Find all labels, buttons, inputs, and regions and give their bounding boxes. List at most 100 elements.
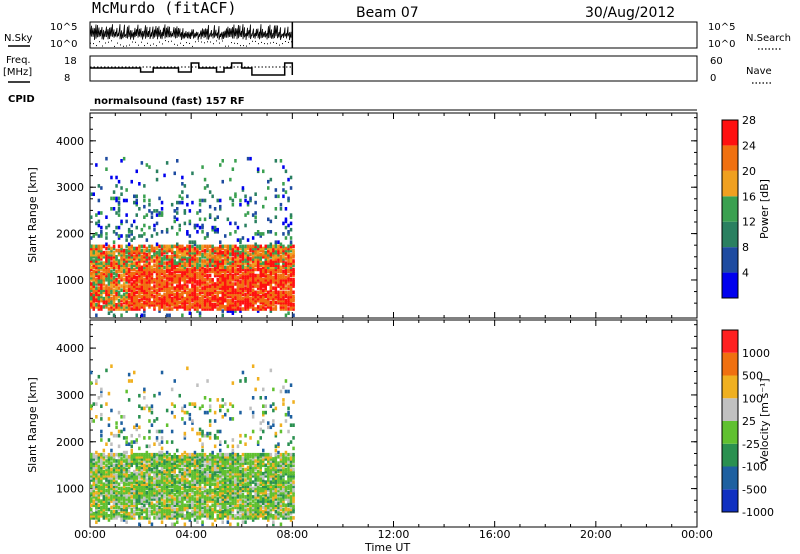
heatmap-cell bbox=[249, 476, 252, 480]
heatmap-cell bbox=[97, 261, 101, 265]
heatmap-cell bbox=[100, 457, 103, 461]
heatmap-cell bbox=[267, 488, 270, 493]
heatmap-cell bbox=[173, 278, 176, 282]
heatmap-cell bbox=[155, 480, 159, 484]
heatmap-cell bbox=[125, 490, 128, 495]
heatmap-cell bbox=[170, 290, 174, 295]
heatmap-cell bbox=[117, 497, 121, 501]
heatmap-cell bbox=[208, 497, 212, 501]
heatmap-cell bbox=[287, 286, 290, 290]
heatmap-cell bbox=[168, 514, 171, 518]
heatmap-cell bbox=[259, 461, 262, 465]
heatmap-cell bbox=[168, 273, 171, 278]
heatmap-cell bbox=[249, 280, 252, 284]
heatmap-cell bbox=[254, 252, 257, 257]
heatmap-cell bbox=[95, 280, 98, 284]
heatmap-cell bbox=[138, 207, 141, 211]
heatmap-cell bbox=[90, 275, 93, 280]
heatmap-cell bbox=[229, 271, 232, 276]
heatmap-cell bbox=[100, 250, 103, 255]
heatmap-cell bbox=[226, 490, 230, 495]
heatmap-cell bbox=[191, 459, 194, 463]
heatmap-cell bbox=[183, 476, 187, 480]
heatmap-cell bbox=[160, 482, 164, 486]
heatmap-cell bbox=[241, 282, 245, 286]
heatmap-cell bbox=[125, 450, 128, 455]
heatmap-cell bbox=[168, 507, 171, 512]
heatmap-cell bbox=[140, 511, 144, 516]
heatmap-cell bbox=[95, 516, 98, 520]
heatmap-cell bbox=[216, 255, 219, 259]
heatmap-cell bbox=[274, 294, 278, 299]
heatmap-cell bbox=[133, 461, 136, 465]
heatmap-cell bbox=[259, 474, 262, 478]
heatmap-cell bbox=[170, 490, 174, 495]
heatmap-cell bbox=[143, 471, 146, 476]
heatmap-cell bbox=[168, 244, 171, 249]
heatmap-cell bbox=[138, 290, 141, 295]
heatmap-cell bbox=[274, 232, 278, 236]
heatmap-cell bbox=[97, 518, 101, 522]
heatmap-cell bbox=[193, 402, 197, 406]
heatmap-cell bbox=[117, 463, 121, 468]
heatmap-cell bbox=[226, 501, 230, 505]
heatmap-cell bbox=[95, 509, 98, 514]
heatmap-cell bbox=[122, 505, 126, 510]
heatmap-cell bbox=[234, 490, 237, 495]
heatmap-cell bbox=[158, 429, 161, 434]
heatmap-cell bbox=[249, 246, 252, 251]
heatmap-cell bbox=[201, 429, 204, 434]
heatmap-cell bbox=[155, 177, 159, 182]
heatmap-cell bbox=[262, 404, 265, 408]
heatmap-cell bbox=[112, 463, 116, 468]
heatmap-cell bbox=[186, 290, 189, 295]
heatmap-cell bbox=[256, 296, 260, 301]
heatmap-cell bbox=[188, 305, 192, 309]
heatmap-cell bbox=[198, 490, 202, 495]
heatmap-cell bbox=[206, 482, 209, 486]
heatmap-cell bbox=[138, 507, 141, 512]
heatmap-cell bbox=[211, 227, 214, 232]
heatmap-cell bbox=[219, 240, 222, 244]
heatmap-cell bbox=[160, 486, 164, 491]
heatmap-cell bbox=[158, 261, 161, 265]
heatmap-cell bbox=[244, 275, 247, 280]
heatmap-cell bbox=[100, 271, 103, 276]
heatmap-cell bbox=[221, 309, 224, 313]
heatmap-cell bbox=[100, 471, 103, 476]
heatmap-cell bbox=[183, 455, 187, 459]
heatmap-cell bbox=[249, 273, 252, 278]
heatmap-cell bbox=[236, 296, 240, 301]
heatmap-cell bbox=[213, 493, 217, 497]
heatmap-cell bbox=[183, 410, 187, 415]
heatmap-cell bbox=[241, 248, 245, 253]
heatmap-cell bbox=[269, 484, 273, 489]
heatmap-cell bbox=[163, 476, 166, 480]
heatmap-cell bbox=[239, 514, 242, 518]
heatmap-cell bbox=[186, 480, 189, 484]
heatmap-cell bbox=[117, 282, 121, 286]
heatmap-cell bbox=[153, 298, 156, 303]
heatmap-cell bbox=[135, 303, 138, 307]
heatmap-cell bbox=[272, 419, 275, 423]
heatmap-cell bbox=[254, 497, 257, 501]
heatmap-cell bbox=[135, 286, 138, 290]
heatmap-cell bbox=[186, 484, 189, 489]
heatmap-cell bbox=[110, 467, 113, 472]
heatmap-cell bbox=[90, 404, 93, 408]
heatmap-cell bbox=[239, 495, 242, 499]
heatmap-cell bbox=[249, 275, 252, 280]
heatmap-cell bbox=[231, 404, 235, 408]
heatmap-cell bbox=[133, 488, 136, 493]
heatmap-cell bbox=[130, 296, 133, 301]
heatmap-cell bbox=[249, 265, 252, 270]
heatmap-cell bbox=[90, 265, 93, 270]
heatmap-cell bbox=[150, 501, 154, 505]
heatmap-cell bbox=[188, 463, 192, 468]
heatmap-cell bbox=[95, 267, 98, 272]
heatmap-cell bbox=[158, 213, 161, 217]
heatmap-cell bbox=[112, 511, 116, 516]
heatmap-cell bbox=[173, 244, 176, 249]
heatmap-cell bbox=[176, 217, 179, 222]
heatmap-cell bbox=[158, 280, 161, 284]
